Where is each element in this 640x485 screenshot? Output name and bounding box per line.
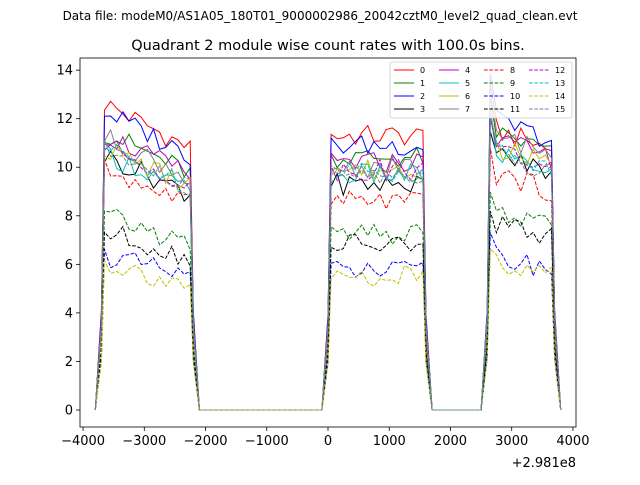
series-line-7	[94, 90, 562, 411]
chart-title: Quadrant 2 module wise count rates with …	[131, 38, 525, 54]
y-tick-label: 10	[56, 161, 73, 176]
legend-label-1: 1	[420, 79, 425, 88]
y-tick-label: 8	[65, 209, 73, 224]
y-tick-label: 0	[65, 404, 73, 419]
series-line-0	[94, 84, 562, 411]
legend-label-13: 13	[555, 79, 565, 88]
legend-label-12: 12	[555, 66, 565, 75]
series-line-8	[94, 147, 562, 411]
y-tick-label: 2	[65, 355, 73, 370]
series-line-2	[94, 74, 562, 411]
x-axis-offset-label: +2.981e8	[512, 456, 576, 471]
legend-label-14: 14	[555, 92, 565, 101]
x-tick-label: 1000	[373, 434, 406, 449]
y-tick-label: 12	[56, 112, 73, 127]
plot-lines	[94, 74, 562, 411]
x-tick-label: 4000	[556, 434, 589, 449]
legend-label-11: 11	[510, 105, 520, 114]
legend-label-4: 4	[465, 66, 470, 75]
legend-label-10: 10	[510, 92, 520, 101]
series-line-15	[94, 111, 562, 411]
x-tick-label: 3000	[495, 434, 528, 449]
legend-box	[389, 61, 573, 119]
legend-label-2: 2	[420, 92, 425, 101]
series-line-14	[94, 247, 562, 411]
x-tick-label: −4000	[61, 434, 105, 449]
series-line-5	[94, 111, 562, 411]
legend-label-6: 6	[465, 92, 470, 101]
legend-label-8: 8	[510, 66, 515, 75]
series-line-9	[94, 191, 562, 411]
x-axis-ticks: −4000 −3000 −2000 −1000 0 1000 2000 3000 4000	[61, 427, 589, 449]
x-tick-label: −1000	[245, 434, 289, 449]
y-tick-label: 14	[56, 64, 73, 79]
series-line-11	[94, 210, 562, 411]
legend-label-3: 3	[420, 105, 425, 114]
figure-suptitle: Data file: modeM0/AS1A05_180T01_90000029…	[63, 9, 578, 23]
x-tick-label: −2000	[184, 434, 228, 449]
y-tick-label: 6	[65, 258, 73, 273]
series-line-1	[94, 96, 562, 411]
x-tick-label: 0	[324, 434, 332, 449]
legend-label-7: 7	[465, 105, 470, 114]
y-axis-ticks: 0 2 4 6 8 10 12 14	[56, 64, 80, 419]
legend-label-9: 9	[510, 79, 515, 88]
series-line-10	[94, 232, 562, 411]
legend-label-15: 15	[555, 105, 565, 114]
x-tick-label: 2000	[434, 434, 467, 449]
y-tick-label: 4	[65, 306, 73, 321]
x-tick-label: −3000	[122, 434, 166, 449]
legend-label-5: 5	[465, 79, 470, 88]
series-line-13	[94, 114, 562, 411]
legend-label-0: 0	[420, 66, 425, 75]
